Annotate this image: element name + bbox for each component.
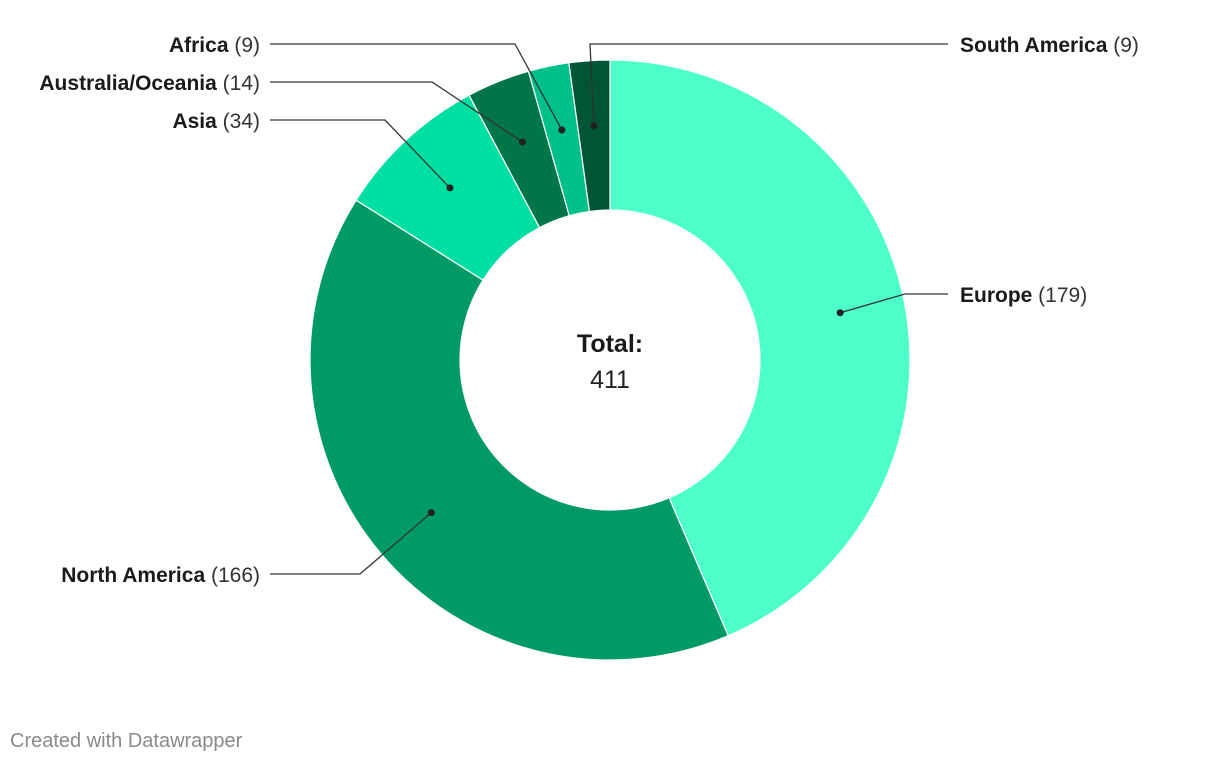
label-value-australia-oceania: (14) [217, 72, 260, 95]
credit-footer: Created with Datawrapper [10, 730, 243, 752]
slice-labels: Europe (179) North America (166) Asia (34)… [39, 34, 1139, 587]
label-south-america: South America (9) [960, 34, 1139, 57]
label-north-america: North America (166) [61, 564, 260, 587]
label-name-asia: Asia [172, 110, 217, 133]
label-name-north-america: North America [61, 564, 205, 587]
leader-dot-asia [446, 184, 454, 192]
label-name-south-america: South America [960, 34, 1108, 57]
leader-dot-africa [558, 126, 566, 134]
leader-dot-europe [836, 309, 844, 317]
label-name-europe: Europe [960, 284, 1032, 307]
label-value-africa: (9) [229, 34, 261, 57]
leader-asia [270, 119, 451, 189]
label-europe: Europe (179) [960, 284, 1087, 307]
donut-slices [309, 59, 911, 661]
center-total-value: 411 [590, 366, 630, 394]
label-name-africa: Africa [169, 34, 229, 57]
leader-south-america [589, 43, 948, 126]
label-value-europe: (179) [1032, 284, 1087, 307]
label-name-australia-oceania: Australia/Oceania [39, 72, 217, 95]
label-value-north-america: (166) [205, 564, 260, 587]
leader-australia-oceania [270, 81, 523, 143]
slice-north-america [309, 199, 730, 661]
label-australia-oceania: Australia/Oceania (14) [39, 72, 260, 95]
slice-south-america [568, 59, 611, 213]
label-value-south-america: (9) [1107, 34, 1139, 57]
label-asia: Asia (34) [172, 110, 260, 133]
leader-europe [840, 293, 948, 314]
leader-north-america [270, 512, 432, 575]
leader-africa [270, 43, 563, 131]
leader-dot-australia-oceania [518, 138, 526, 146]
label-value-asia: (34) [217, 110, 260, 133]
label-africa: Africa (9) [169, 34, 260, 57]
leader-dot-south-america [590, 122, 598, 130]
slice-europe [609, 59, 911, 637]
leader-dot-north-america [427, 509, 435, 517]
center-total-label: Total: [577, 330, 643, 358]
leader-lines [270, 43, 948, 575]
